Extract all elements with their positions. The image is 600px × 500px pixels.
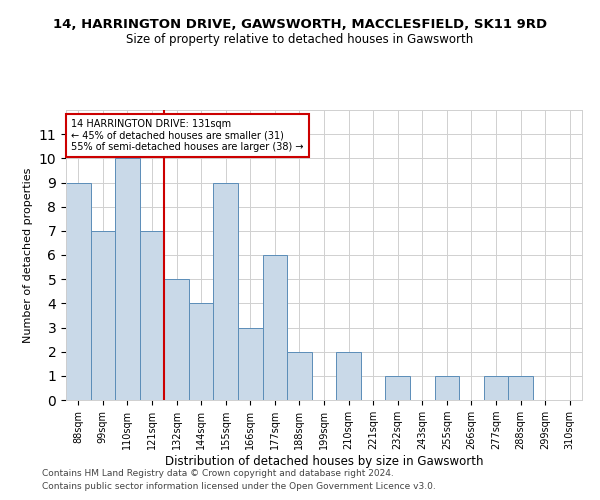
Bar — [115, 158, 140, 400]
Text: Contains HM Land Registry data © Crown copyright and database right 2024.: Contains HM Land Registry data © Crown c… — [42, 468, 394, 477]
X-axis label: Distribution of detached houses by size in Gawsworth: Distribution of detached houses by size … — [165, 455, 483, 468]
Y-axis label: Number of detached properties: Number of detached properties — [23, 168, 33, 342]
Bar — [66, 182, 91, 400]
Bar — [91, 231, 115, 400]
Bar — [434, 376, 459, 400]
Bar — [263, 255, 287, 400]
Bar — [385, 376, 410, 400]
Bar — [484, 376, 508, 400]
Bar — [287, 352, 312, 400]
Text: Size of property relative to detached houses in Gawsworth: Size of property relative to detached ho… — [127, 32, 473, 46]
Bar — [508, 376, 533, 400]
Text: Contains public sector information licensed under the Open Government Licence v3: Contains public sector information licen… — [42, 482, 436, 491]
Bar — [140, 231, 164, 400]
Bar — [336, 352, 361, 400]
Text: 14, HARRINGTON DRIVE, GAWSWORTH, MACCLESFIELD, SK11 9RD: 14, HARRINGTON DRIVE, GAWSWORTH, MACCLES… — [53, 18, 547, 30]
Bar — [214, 182, 238, 400]
Text: 14 HARRINGTON DRIVE: 131sqm
← 45% of detached houses are smaller (31)
55% of sem: 14 HARRINGTON DRIVE: 131sqm ← 45% of det… — [71, 118, 304, 152]
Bar — [238, 328, 263, 400]
Bar — [189, 304, 214, 400]
Bar — [164, 279, 189, 400]
